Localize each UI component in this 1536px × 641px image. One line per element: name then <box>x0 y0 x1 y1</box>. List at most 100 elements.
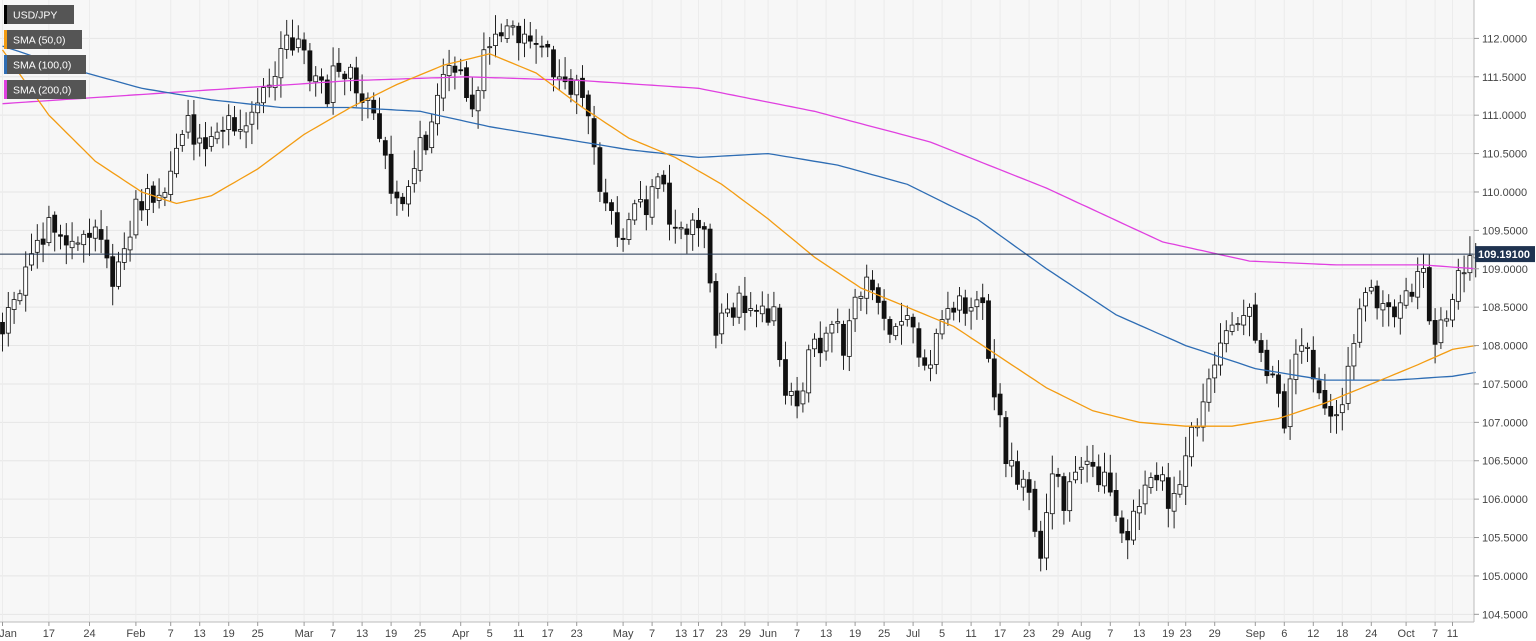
candle-body-up <box>928 364 933 369</box>
candle-body-down <box>98 229 104 240</box>
candle-body-up <box>1078 466 1084 470</box>
candle <box>17 289 23 305</box>
candle <box>585 90 591 135</box>
candle <box>1467 236 1473 281</box>
candle <box>98 210 104 254</box>
candle <box>783 341 788 405</box>
candle <box>1339 387 1345 431</box>
candle <box>858 291 864 311</box>
candle-body-up <box>846 320 852 357</box>
candle <box>1003 410 1009 478</box>
candle <box>382 136 388 170</box>
candle-body-down <box>104 239 110 259</box>
candle <box>991 339 997 411</box>
candle-body-down <box>1386 302 1392 308</box>
candle <box>324 74 330 109</box>
candle-body-up <box>1218 342 1223 366</box>
legend-swatch <box>4 5 7 24</box>
candle-body-up <box>522 33 527 44</box>
x-tick-label: 5 <box>487 628 493 640</box>
candle <box>817 321 823 367</box>
candle <box>910 313 916 344</box>
x-tick-label: 13 <box>675 628 687 640</box>
candle-body-up <box>771 306 777 322</box>
candle-body-up <box>1241 315 1247 326</box>
candle <box>162 187 168 207</box>
candle <box>580 65 585 107</box>
candle <box>701 222 707 249</box>
legend-item: USD/JPY <box>4 5 74 24</box>
candle-body-down <box>1374 285 1380 309</box>
legend-label: SMA (200,0) <box>13 85 71 97</box>
candle-body-up <box>1368 287 1374 292</box>
candle <box>800 382 806 413</box>
legend-box <box>4 5 74 24</box>
x-tick-label: May <box>613 628 634 640</box>
candle-body-down <box>290 37 295 51</box>
candle <box>614 196 620 247</box>
x-tick-label: 18 <box>1336 628 1348 640</box>
candle-body-up <box>11 299 17 310</box>
candle <box>371 92 377 120</box>
candle-body-up <box>411 168 417 185</box>
x-tick-label: 17 <box>43 628 55 640</box>
candle <box>516 22 522 61</box>
candle <box>1165 462 1171 528</box>
candle-body-down <box>324 79 330 105</box>
candle-body-up <box>237 129 243 132</box>
x-tick-label: 17 <box>994 628 1006 640</box>
candle-body-up <box>1102 471 1107 487</box>
x-tick-label: 29 <box>739 628 751 640</box>
candle <box>87 218 92 256</box>
candle <box>1142 470 1148 515</box>
candle-body-down <box>696 219 701 229</box>
candle <box>916 322 922 367</box>
candles <box>0 15 1479 572</box>
candle <box>1264 339 1270 384</box>
candle <box>237 109 243 140</box>
candle-body-up <box>899 321 904 326</box>
candle-body-down <box>620 237 626 240</box>
candle <box>962 289 968 326</box>
legend-label: SMA (50,0) <box>13 35 66 47</box>
candle-body-up <box>1009 460 1015 467</box>
candle-body-down <box>516 25 522 44</box>
x-tick-label: Oct <box>1398 628 1415 640</box>
candle <box>823 326 829 361</box>
legend-box <box>4 80 86 99</box>
candle-body-up <box>736 292 742 318</box>
candle <box>1044 493 1049 571</box>
candle-body-up <box>168 170 174 195</box>
candle-body-down <box>1055 473 1061 477</box>
candle <box>1189 422 1194 467</box>
candle-body-down <box>40 238 46 245</box>
candle-body-up <box>249 111 255 125</box>
candle <box>812 333 817 357</box>
x-axis-labels: Jan 17 24 Feb 7 13 19 25 Mar 7 13 19 25 Apr 5 11 17 23 May… <box>0 622 1458 640</box>
candle-body-down <box>881 300 887 319</box>
candle-body-up <box>284 34 290 50</box>
candle <box>1096 454 1102 492</box>
candle <box>893 323 899 341</box>
candle-body-up <box>1160 474 1165 482</box>
candle-body-up <box>75 242 81 245</box>
candle-body-up <box>121 248 127 263</box>
y-tick-label: 108.0000 <box>1482 341 1528 353</box>
x-tick-label: Sep <box>1246 628 1266 640</box>
candle-body-up <box>1177 484 1183 495</box>
candle <box>597 142 603 203</box>
candle-body-up <box>481 49 487 92</box>
candle <box>104 226 110 269</box>
candle-body-down <box>1258 340 1264 353</box>
candle <box>568 69 574 103</box>
candle <box>1090 444 1096 478</box>
candle-body-up <box>1397 302 1403 319</box>
candle-body-down <box>562 76 568 83</box>
y-tick-label: 109.0000 <box>1482 264 1528 276</box>
candle <box>0 312 5 352</box>
candle-body-up <box>725 308 730 314</box>
candle-body-down <box>377 113 382 139</box>
candle <box>1206 368 1212 412</box>
legend-item: SMA (200,0) <box>4 80 86 99</box>
y-tick-label: 106.5000 <box>1482 456 1528 468</box>
